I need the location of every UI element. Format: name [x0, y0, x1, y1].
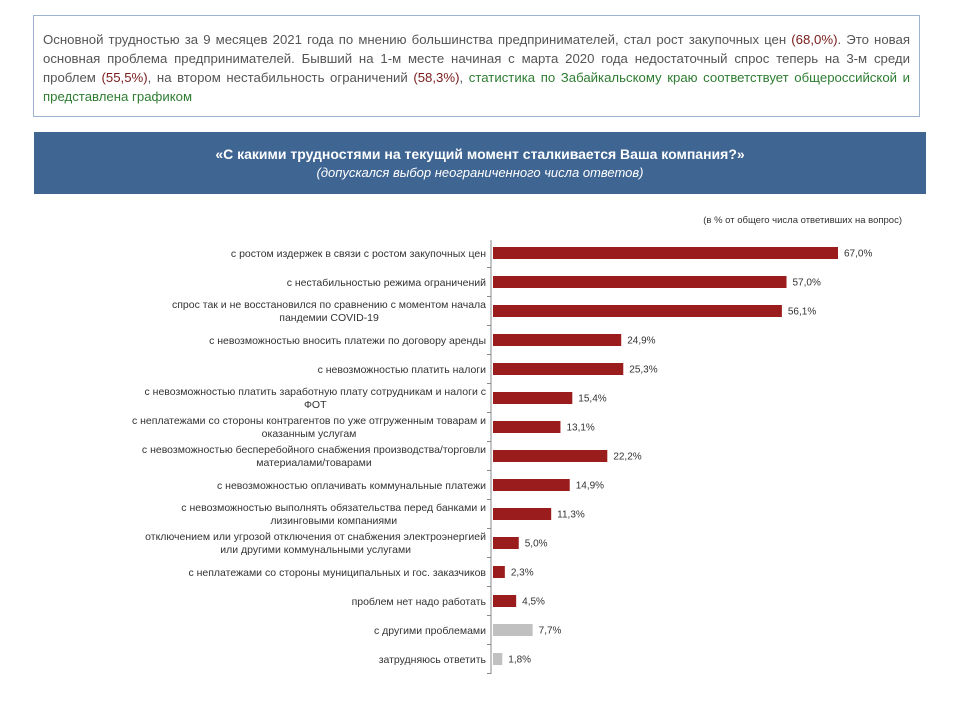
category-label: с нестабильностью режима ограничений — [287, 277, 486, 289]
bar-value-label: 1,8% — [508, 655, 531, 666]
bar-value-label: 13,1% — [566, 423, 594, 434]
bar — [493, 334, 622, 346]
chart-note: (в % от общего числа ответивших на вопро… — [703, 215, 902, 226]
bar-value-label: 67,0% — [844, 249, 872, 260]
intro-text-part: Основной трудностью за 9 месяцев 2021 го… — [43, 32, 792, 47]
bar — [493, 392, 573, 404]
question-banner: «С какими трудностями на текущий момент … — [34, 132, 926, 194]
bar-value-label: 15,4% — [578, 394, 606, 405]
category-label: с неплатежами со стороны контрагентов по… — [132, 415, 486, 427]
bar — [493, 653, 503, 665]
category-label: или другими коммунальными услугами — [220, 544, 411, 556]
category-label: с невозможностью вносить платежи по дого… — [209, 335, 486, 347]
bar — [493, 305, 782, 317]
bar-value-label: 24,9% — [627, 336, 655, 347]
category-label: отключением или угрозой отключения от сн… — [145, 531, 486, 543]
bar-value-label: 4,5% — [522, 597, 545, 608]
category-label: с невозможностью выполнять обязательства… — [181, 502, 486, 514]
category-label: с невозможностью платить заработную плат… — [144, 386, 486, 398]
bar — [493, 479, 570, 491]
category-label: с невозможностью платить налоги — [318, 364, 487, 376]
category-label: оказанным услугам — [262, 428, 357, 440]
category-label: с невозможностью оплачивать коммунальные… — [217, 480, 486, 492]
bar-value-label: 11,3% — [557, 510, 585, 521]
question-subtitle: (допускался выбор неограниченного числа … — [316, 165, 644, 180]
bar — [493, 450, 608, 462]
category-label: ФОТ — [304, 399, 327, 411]
question-title: «С какими трудностями на текущий момент … — [215, 146, 745, 162]
category-label: с невозможностью бесперебойного снабжени… — [142, 444, 486, 456]
intro-text-part: , — [459, 70, 469, 85]
bar-value-label: 56,1% — [788, 307, 816, 318]
category-label: с ростом издержек в связи с ростом закуп… — [231, 248, 486, 260]
category-label: пандемии COVID-19 — [279, 312, 379, 324]
intro-text-box: Основной трудностью за 9 месяцев 2021 го… — [33, 15, 920, 117]
intro-text-part: . Это новая основная проблема предприним… — [43, 32, 910, 85]
bar — [493, 363, 624, 375]
intro-text-part: статистика по Забайкальскому краю соотве… — [43, 70, 910, 104]
bar-value-label: 5,0% — [525, 539, 548, 550]
bar-value-label: 25,3% — [629, 365, 657, 376]
bar — [493, 537, 519, 549]
bar-value-label: 22,2% — [613, 452, 641, 463]
intro-text-part: (58,3%) — [413, 70, 460, 85]
category-label: затрудняюсь ответить — [379, 654, 487, 666]
category-label: материалами/товарами — [256, 457, 372, 469]
bar — [493, 624, 533, 636]
category-label: с другими проблемами — [374, 625, 486, 637]
intro-text-part: (68,0%) — [791, 32, 838, 47]
intro-text-part: , на втором нестабильность ограничений — [147, 70, 414, 85]
bar-value-label: 14,9% — [576, 481, 604, 492]
category-label: лизинговыми компаниями — [270, 515, 397, 527]
bar — [493, 421, 561, 433]
bar — [493, 247, 838, 259]
bar — [493, 508, 552, 520]
bar — [493, 595, 517, 607]
bar-value-label: 7,7% — [539, 626, 562, 637]
bar-value-label: 57,0% — [793, 278, 821, 289]
category-label: спрос так и не восстановился по сравнени… — [172, 299, 486, 311]
intro-text-part: (55,5%) — [101, 70, 148, 85]
bar — [493, 566, 505, 578]
bar-value-label: 2,3% — [511, 568, 534, 579]
category-label: с неплатежами со стороны муниципальных и… — [188, 567, 486, 579]
category-label: проблем нет надо работать — [352, 596, 487, 608]
bar — [493, 276, 787, 288]
